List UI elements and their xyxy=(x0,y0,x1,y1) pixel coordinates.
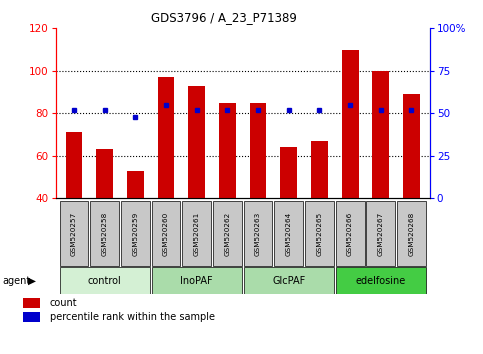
Bar xyxy=(188,86,205,198)
FancyBboxPatch shape xyxy=(121,201,150,266)
Bar xyxy=(23,298,40,308)
Text: GSM520259: GSM520259 xyxy=(132,211,138,256)
FancyBboxPatch shape xyxy=(59,201,88,266)
Bar xyxy=(23,312,40,322)
Text: GSM520261: GSM520261 xyxy=(194,211,199,256)
FancyBboxPatch shape xyxy=(59,267,150,294)
Text: GlcPAF: GlcPAF xyxy=(272,275,305,286)
Text: GDS3796 / A_23_P71389: GDS3796 / A_23_P71389 xyxy=(151,11,297,24)
FancyBboxPatch shape xyxy=(367,201,395,266)
Bar xyxy=(250,103,267,198)
Text: control: control xyxy=(88,275,122,286)
Bar xyxy=(127,171,144,198)
Text: GSM520260: GSM520260 xyxy=(163,211,169,256)
Bar xyxy=(341,50,358,198)
Bar xyxy=(66,132,83,198)
FancyBboxPatch shape xyxy=(243,267,334,294)
FancyBboxPatch shape xyxy=(274,201,303,266)
Text: agent: agent xyxy=(2,275,30,286)
Text: InoPAF: InoPAF xyxy=(180,275,213,286)
Text: GSM520263: GSM520263 xyxy=(255,211,261,256)
Text: GSM520268: GSM520268 xyxy=(409,211,414,256)
FancyBboxPatch shape xyxy=(152,201,181,266)
Bar xyxy=(157,77,174,198)
Text: ▶: ▶ xyxy=(28,275,36,286)
FancyBboxPatch shape xyxy=(305,201,334,266)
Text: GSM520266: GSM520266 xyxy=(347,211,353,256)
Bar xyxy=(219,103,236,198)
FancyBboxPatch shape xyxy=(90,201,119,266)
Text: GSM520258: GSM520258 xyxy=(101,211,108,256)
FancyBboxPatch shape xyxy=(152,267,242,294)
Text: percentile rank within the sample: percentile rank within the sample xyxy=(50,312,215,322)
Text: GSM520257: GSM520257 xyxy=(71,211,77,256)
FancyBboxPatch shape xyxy=(182,201,211,266)
Text: GSM520262: GSM520262 xyxy=(225,211,230,256)
FancyBboxPatch shape xyxy=(336,201,365,266)
FancyBboxPatch shape xyxy=(213,201,242,266)
FancyBboxPatch shape xyxy=(336,267,426,294)
Bar xyxy=(96,149,113,198)
Text: edelfosine: edelfosine xyxy=(355,275,406,286)
Bar xyxy=(403,94,420,198)
Text: count: count xyxy=(50,298,77,308)
Text: GSM520264: GSM520264 xyxy=(286,211,292,256)
Text: GSM520265: GSM520265 xyxy=(316,211,323,256)
Text: GSM520267: GSM520267 xyxy=(378,211,384,256)
Bar xyxy=(311,141,328,198)
FancyBboxPatch shape xyxy=(397,201,426,266)
Bar xyxy=(372,71,389,198)
Bar xyxy=(280,147,297,198)
FancyBboxPatch shape xyxy=(243,201,272,266)
